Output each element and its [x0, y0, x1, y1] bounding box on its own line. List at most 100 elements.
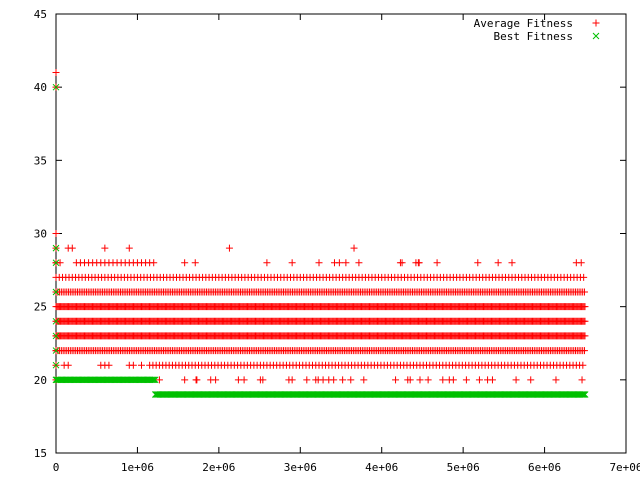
data-point [449, 376, 457, 384]
data-point [212, 376, 220, 384]
data-point [225, 244, 233, 252]
data-point [581, 317, 589, 325]
data-point [424, 376, 432, 384]
series-best-fitness [52, 83, 589, 398]
y-tick-label: 20 [34, 374, 47, 387]
data-point [592, 32, 600, 40]
data-point [462, 376, 470, 384]
data-point [330, 376, 338, 384]
legend-marker [592, 19, 600, 27]
data-point [580, 288, 588, 296]
y-tick-label: 25 [34, 301, 47, 314]
data-point [579, 361, 587, 369]
data-point [52, 361, 60, 369]
data-point [193, 376, 201, 384]
data-layer [52, 69, 589, 398]
data-point [577, 259, 585, 267]
data-point [592, 19, 600, 27]
data-point [494, 259, 502, 267]
y-tick-label: 40 [34, 81, 47, 94]
data-point [416, 376, 424, 384]
x-tick-label: 1e+06 [121, 461, 154, 474]
data-point [406, 376, 414, 384]
axes: 15 20 25 30 35 40 45 0 1e+06 2e+06 3e+06 4e+06 5e+06… [34, 8, 640, 474]
data-point [580, 347, 588, 355]
data-point [579, 391, 587, 398]
data-point [475, 376, 483, 384]
data-point [52, 244, 60, 252]
data-point [288, 376, 296, 384]
data-point [52, 69, 60, 77]
legend-marker [592, 32, 600, 40]
y-tick-label: 35 [34, 154, 47, 167]
data-point [339, 376, 347, 384]
data-point [52, 259, 60, 267]
data-point [151, 376, 159, 384]
data-point [315, 259, 323, 267]
data-point [580, 391, 588, 398]
x-tick-label: 7e+06 [609, 461, 640, 474]
data-point [52, 288, 60, 296]
data-point [52, 332, 60, 340]
data-point [392, 376, 400, 384]
data-point [68, 244, 76, 252]
data-point [350, 244, 358, 252]
data-point [288, 259, 296, 267]
data-point [508, 259, 516, 267]
x-tick-label: 6e+06 [528, 461, 561, 474]
data-point [52, 317, 60, 325]
data-point [129, 361, 137, 369]
data-point [415, 259, 423, 267]
data-point [552, 376, 560, 384]
data-point [105, 361, 113, 369]
data-point [342, 259, 350, 267]
data-point [578, 376, 586, 384]
x-tick-label: 2e+06 [202, 461, 235, 474]
plot-frame [55, 13, 627, 454]
x-tick-label: 5e+06 [447, 461, 480, 474]
data-point [527, 376, 535, 384]
legend-label: Best Fitness [494, 30, 573, 43]
data-point [191, 259, 199, 267]
y-tick-label: 15 [34, 447, 47, 460]
data-point [52, 347, 60, 354]
data-point [52, 376, 60, 384]
y-tick-label: 45 [34, 8, 47, 21]
data-point [580, 273, 588, 281]
x-tick-label: 3e+06 [284, 461, 317, 474]
data-point [101, 244, 109, 252]
data-point [439, 376, 447, 384]
data-point [149, 376, 157, 384]
data-point [360, 376, 368, 384]
data-point [64, 361, 72, 369]
x-tick-label: 4e+06 [365, 461, 398, 474]
data-point [155, 376, 163, 384]
data-point [240, 376, 248, 384]
data-point [398, 259, 406, 267]
data-point [150, 376, 158, 384]
data-point [347, 376, 355, 384]
data-point [474, 259, 482, 267]
data-point [138, 361, 145, 369]
data-point [303, 376, 311, 384]
data-point [150, 259, 158, 267]
data-point [125, 244, 133, 252]
data-point [259, 376, 267, 384]
x-tick-label: 0 [53, 461, 60, 474]
data-point [488, 376, 496, 384]
data-point [52, 230, 60, 237]
data-point [335, 259, 343, 267]
data-point [56, 259, 64, 267]
data-point [581, 391, 589, 398]
data-point [355, 259, 363, 267]
data-point [512, 376, 520, 384]
data-point [433, 259, 441, 267]
data-point [581, 332, 589, 340]
legend-label: Average Fitness [474, 17, 573, 30]
data-point [263, 259, 271, 267]
y-tick-label: 30 [34, 228, 47, 241]
data-point [181, 259, 189, 267]
data-point [581, 303, 589, 311]
